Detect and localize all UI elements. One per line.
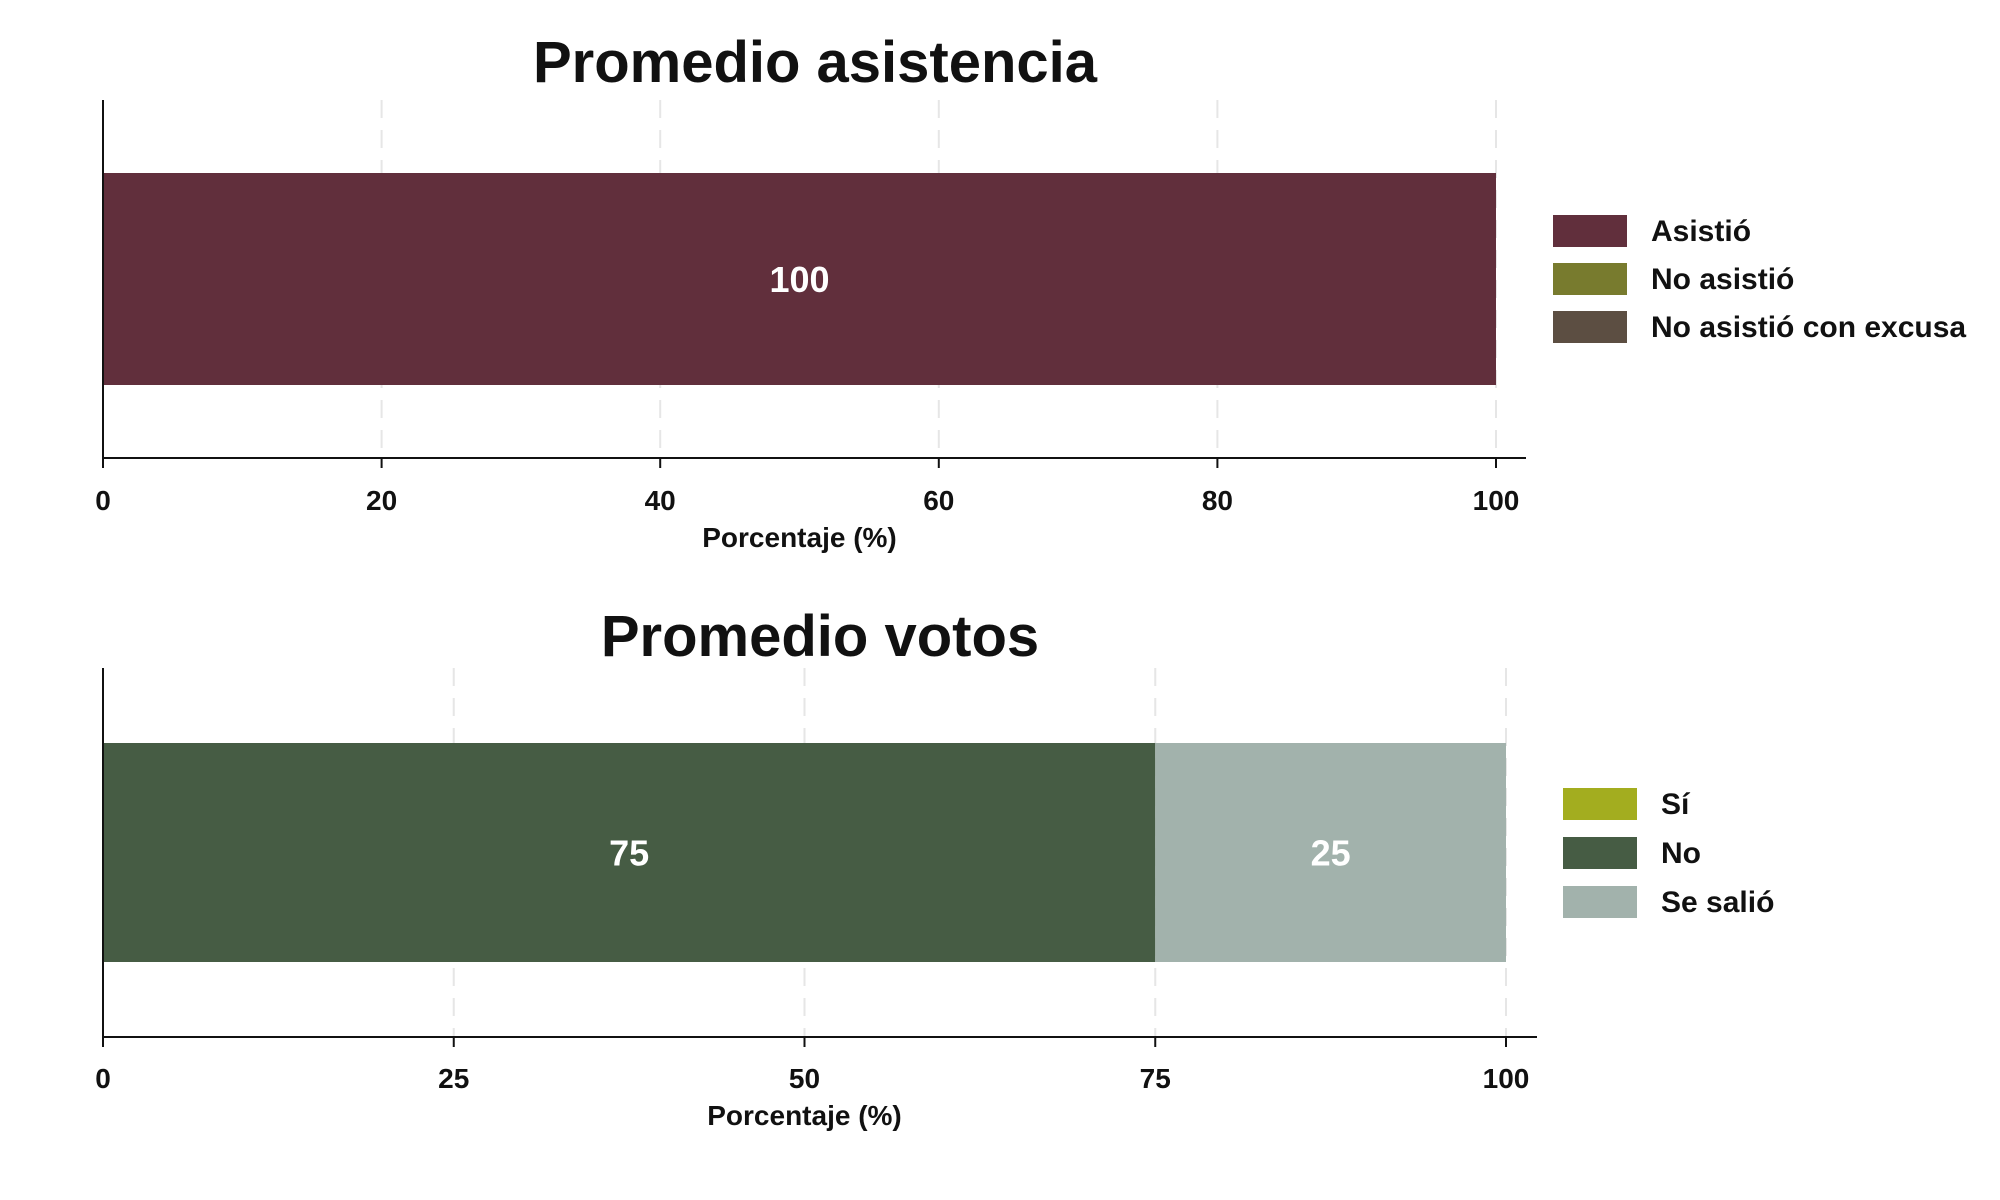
legend-label: No asistió: [1651, 263, 1794, 296]
bar-segment: [103, 743, 1156, 962]
legend-swatch: [1563, 837, 1637, 869]
x-tick-label: 75: [1140, 1063, 1171, 1094]
x-tick-label: 100: [1473, 485, 1520, 516]
legend: Asistió No asistió No asistió con excusa: [1553, 215, 1966, 344]
legend-label: No asistió con excusa: [1651, 311, 1966, 344]
x-tick-label: 0: [95, 485, 111, 516]
x-tick-label: 40: [645, 485, 676, 516]
bar-value-label: 25: [1311, 833, 1351, 874]
x-tick-label: 20: [366, 485, 397, 516]
legend-swatch: [1553, 215, 1627, 247]
bar-value-label: 100: [769, 259, 829, 300]
x-tick-label: 50: [789, 1063, 820, 1094]
legend: Sí No Se salió: [1563, 788, 1774, 919]
legend-swatch: [1553, 311, 1627, 343]
chart-title: Promedio votos: [601, 604, 1039, 669]
bar-value-label: 75: [609, 833, 649, 874]
x-tick-label: 25: [438, 1063, 469, 1094]
x-axis-label: Porcentaje (%): [707, 1100, 902, 1131]
legend-label: Asistió: [1651, 215, 1751, 248]
x-tick-label: 60: [923, 485, 954, 516]
legend-label: Se salió: [1661, 886, 1774, 919]
legend-label: No: [1661, 837, 1701, 870]
legend-swatch: [1563, 788, 1637, 820]
legend-label: Sí: [1661, 788, 1691, 821]
chart-1: Promedio asistencia 100 0 20 40 60 80 100 Porcen…: [95, 30, 1966, 553]
chart-title: Promedio asistencia: [533, 30, 1098, 95]
x-tick-label: 100: [1483, 1063, 1530, 1094]
bar-segment: [1155, 743, 1506, 962]
legend-swatch: [1563, 886, 1637, 918]
x-tick-label: 80: [1202, 485, 1233, 516]
x-axis-label: Porcentaje (%): [702, 522, 897, 553]
bar-segment: [103, 173, 1496, 385]
x-tick-label: 0: [95, 1063, 111, 1094]
legend-swatch: [1553, 263, 1627, 295]
chart-2: Promedio votos 75 25 0 25 50 75 100 Porcentaje (…: [95, 604, 1774, 1131]
